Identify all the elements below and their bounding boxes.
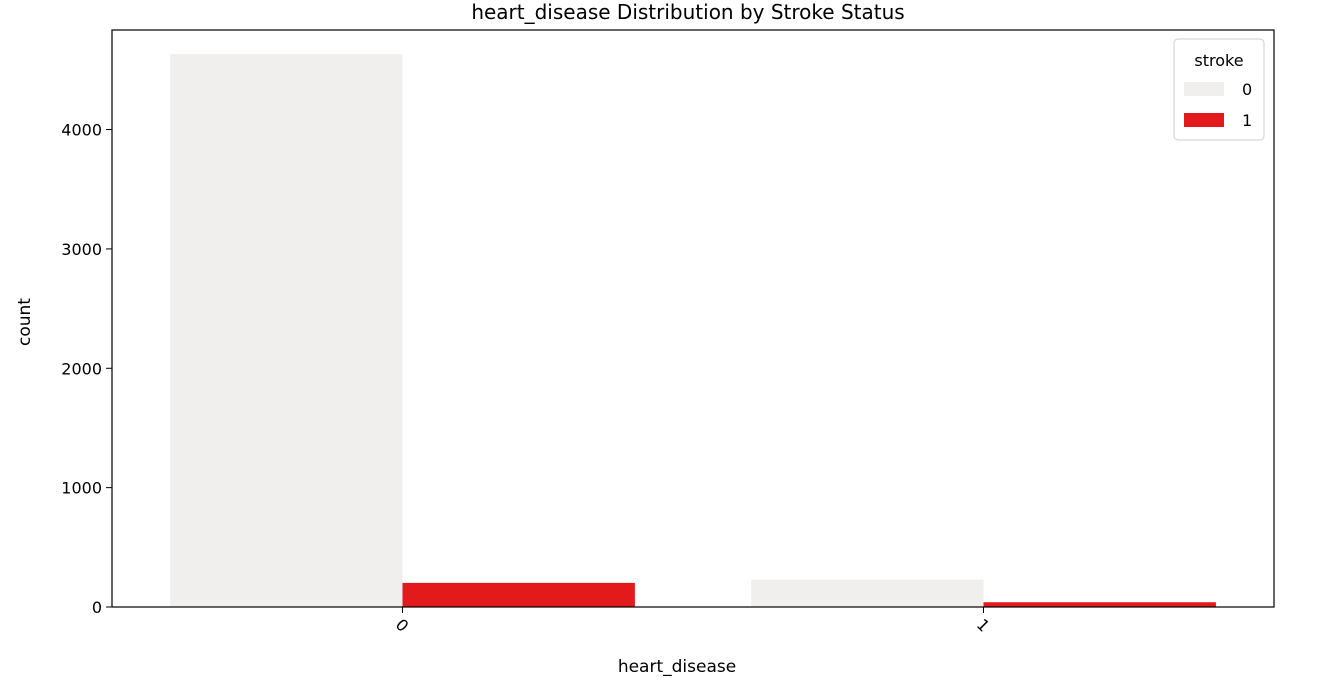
plot-frame [111,29,1275,608]
y-axis-label: count [15,298,35,346]
y-tick-label: 3000 [61,240,102,259]
y-tick-label: 0 [92,598,102,617]
y-tick-label: 2000 [61,359,102,378]
bars-group [170,54,1216,608]
bar-series-1-category-1 [983,602,1216,607]
legend-swatch-0 [1184,82,1224,96]
legend-label-1: 1 [1242,111,1252,130]
x-axis-label: heart_disease [618,657,736,677]
legend: stroke 0 1 [1173,38,1265,141]
legend-label-0: 0 [1242,80,1252,99]
x-tick-label: 1 [973,615,994,636]
bar-series-1-category-0 [402,582,635,607]
y-axis: 0 1000 2000 3000 4000 [61,121,112,617]
y-tick-label: 4000 [61,121,102,140]
legend-swatch-1 [1184,113,1224,127]
legend-title: stroke [1194,51,1243,70]
chart-title: heart_disease Distribution by Stroke Sta… [471,0,904,24]
x-tick-label: 0 [392,615,413,636]
bar-series-0-category-0 [170,54,403,608]
y-tick-label: 1000 [61,479,102,498]
bar-series-0-category-1 [751,579,984,607]
